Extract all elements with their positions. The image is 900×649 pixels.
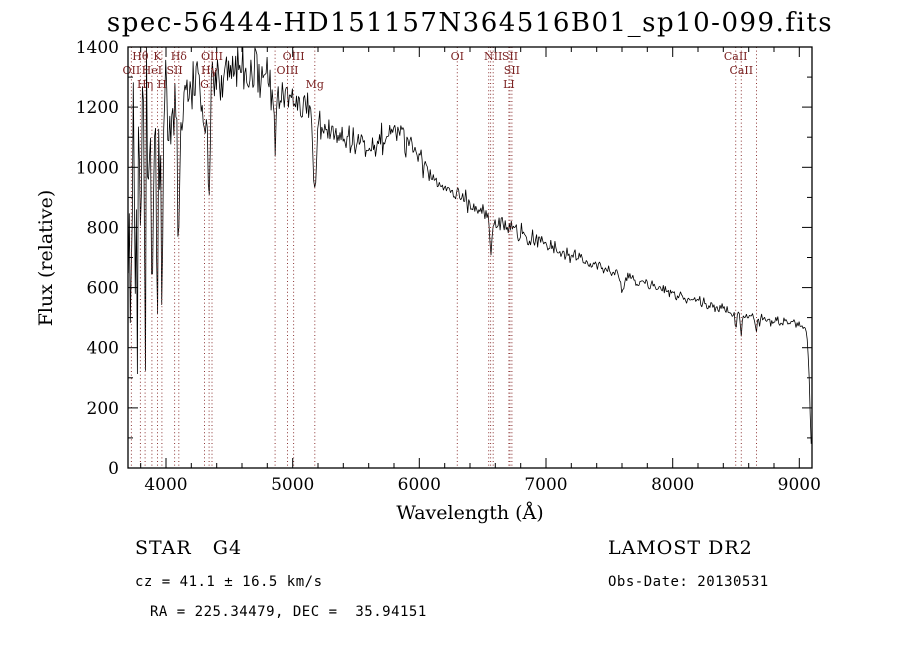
spectral-line-label: SII bbox=[166, 64, 182, 77]
spectrum-line bbox=[127, 46, 812, 444]
spectral-line-label: NII bbox=[484, 50, 502, 63]
chart-title: spec-56444-HD151157N364516B01_sp10-099.f… bbox=[107, 8, 833, 38]
y-tick-label: 400 bbox=[87, 339, 119, 359]
spectral-line-label: SII bbox=[502, 50, 518, 63]
spectral-line-label: OII bbox=[123, 64, 141, 77]
spectral-line-label: OI bbox=[451, 50, 464, 63]
survey-label: LAMOST DR2 bbox=[608, 537, 753, 559]
ra-dec: RA = 225.34479, DEC = 35.94151 bbox=[150, 604, 427, 620]
spectral-line-label: Hδ bbox=[171, 50, 188, 63]
y-tick-label: 800 bbox=[87, 218, 119, 238]
spectral-line-label: CaII bbox=[724, 50, 748, 63]
spectral-line-label: G bbox=[200, 78, 209, 91]
y-axis-label: Flux (relative) bbox=[35, 190, 57, 327]
spectral-line-label: Mg bbox=[306, 78, 324, 91]
x-axis-label: Wavelength (Å) bbox=[396, 502, 543, 524]
x-tick-label: 8000 bbox=[651, 475, 694, 495]
x-tick-label: 4000 bbox=[144, 475, 187, 495]
spectral-line-label: CaII bbox=[729, 64, 753, 77]
x-tick-label: 6000 bbox=[398, 475, 441, 495]
x-tick-label: 7000 bbox=[524, 475, 567, 495]
y-tick-label: 600 bbox=[87, 279, 119, 299]
y-tick-label: 1000 bbox=[76, 158, 119, 178]
axes-frame: 4000 5000 6000 7000 8000 9000 0 200 400 600 800 100… bbox=[76, 38, 821, 495]
spectral-line-label: HeI bbox=[142, 64, 162, 77]
spectral-line-label: OIII bbox=[283, 50, 305, 63]
spectral-line-label: OIII bbox=[276, 64, 298, 77]
x-tick-label: 9000 bbox=[778, 475, 821, 495]
y-tick-label: 0 bbox=[108, 459, 119, 479]
spectral-line-label: Hγ bbox=[201, 64, 218, 77]
spectrum-trace bbox=[127, 46, 812, 444]
obs-date: Obs-Date: 20130531 bbox=[608, 574, 769, 590]
spectral-line-label: LI bbox=[503, 78, 515, 91]
spectral-line-label: K bbox=[153, 50, 162, 63]
spectral-line-label: SII bbox=[504, 64, 520, 77]
x-tick-label: 5000 bbox=[271, 475, 314, 495]
plot-frame bbox=[127, 46, 813, 469]
y-tick-label: 1200 bbox=[76, 98, 119, 118]
y-tick-label: 1400 bbox=[76, 38, 119, 58]
spectral-line-label: Hθ bbox=[132, 50, 149, 63]
spectral-line-label: OIII bbox=[201, 50, 223, 63]
spectral-line-label: Hη bbox=[137, 78, 153, 91]
object-classification: STAR G4 bbox=[135, 537, 243, 559]
y-tick-label: 200 bbox=[87, 399, 119, 419]
radial-velocity: cz = 41.1 ± 16.5 km/s bbox=[135, 574, 323, 590]
spectral-line-label: H bbox=[157, 78, 167, 91]
